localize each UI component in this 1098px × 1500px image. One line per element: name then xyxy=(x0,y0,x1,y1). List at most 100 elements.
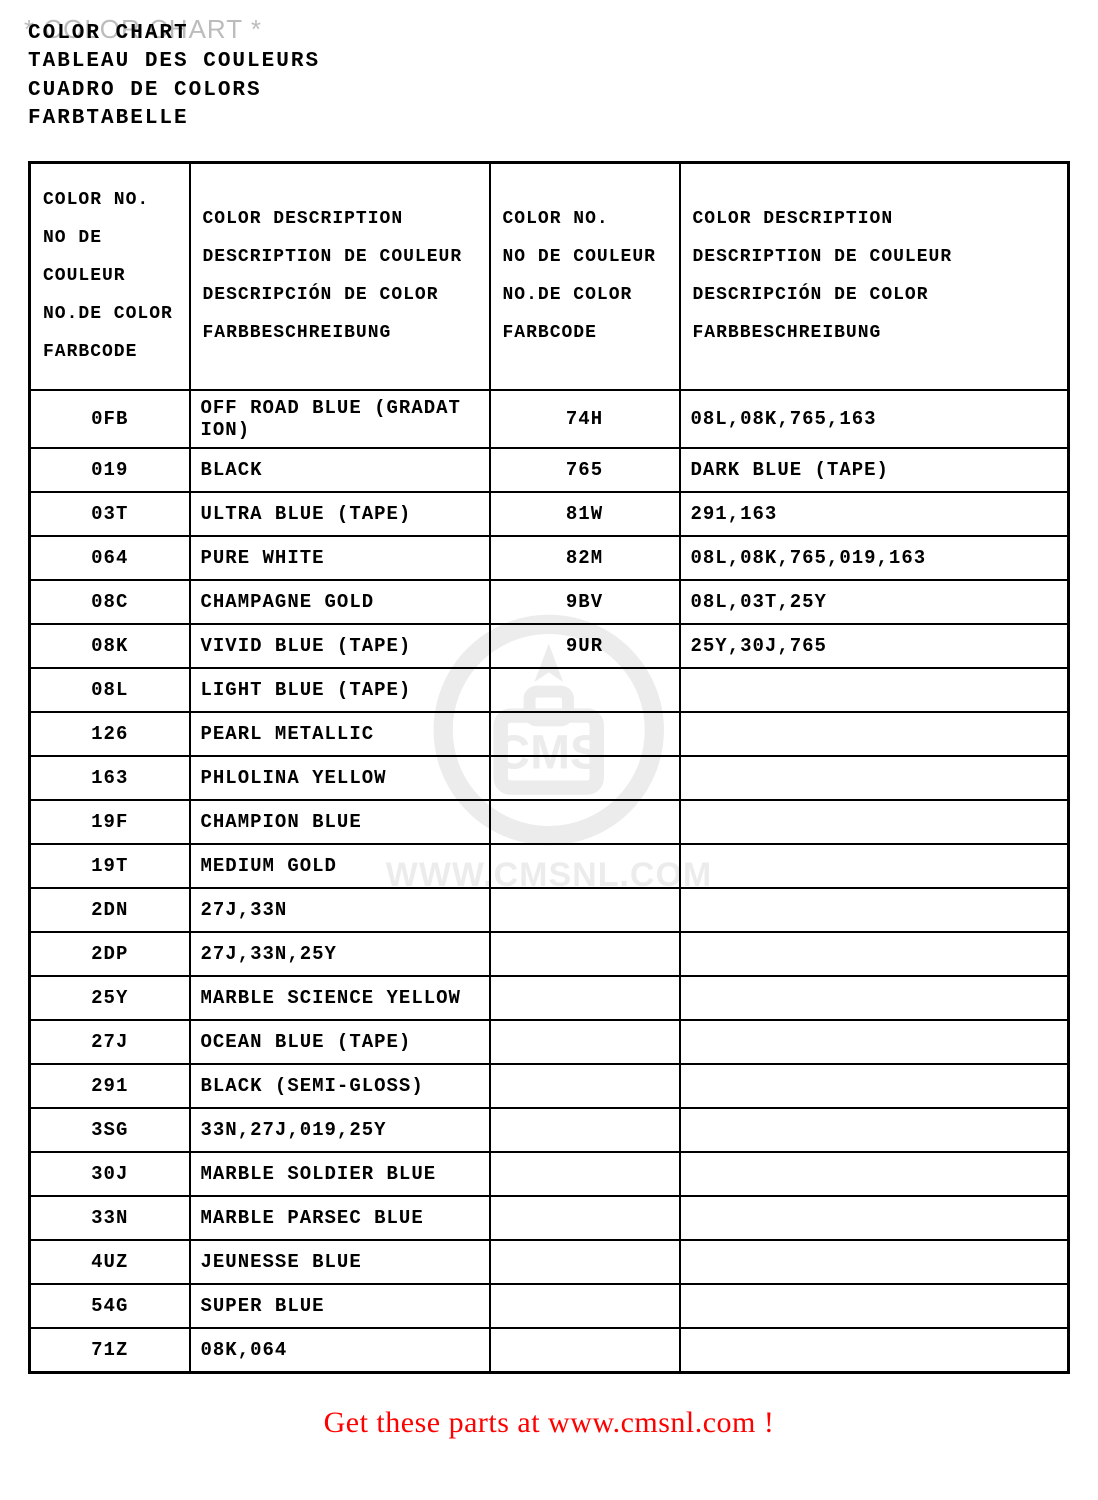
color-desc-right xyxy=(680,1284,1069,1328)
table-row: 064PURE WHITE82M08L,08K,765,019,163 xyxy=(30,536,1069,580)
color-code-right xyxy=(490,1108,680,1152)
table-row: 19TMEDIUM GOLD xyxy=(30,844,1069,888)
color-code-right: 74H xyxy=(490,390,680,448)
color-desc-right xyxy=(680,1196,1069,1240)
color-desc-left: MEDIUM GOLD xyxy=(190,844,490,888)
color-code-right: 765 xyxy=(490,448,680,492)
col-header-code-left: COLOR NO. NO DE COULEUR NO.DE COLOR FARB… xyxy=(30,163,190,390)
color-desc-right xyxy=(680,1064,1069,1108)
footer-promo-text: Get these parts at www.cmsnl.com ! xyxy=(28,1406,1070,1440)
color-desc-right xyxy=(680,1108,1069,1152)
color-desc-right xyxy=(680,1240,1069,1284)
table-row: 291BLACK (SEMI-GLOSS) xyxy=(30,1064,1069,1108)
color-desc-left: PHLOLINA YELLOW xyxy=(190,756,490,800)
col-header-desc-left: COLOR DESCRIPTION DESCRIPTION DE COULEUR… xyxy=(190,163,490,390)
color-desc-right: 25Y,30J,765 xyxy=(680,624,1069,668)
color-code-right xyxy=(490,668,680,712)
color-code-left: 08K xyxy=(30,624,190,668)
color-desc-right xyxy=(680,888,1069,932)
color-code-right xyxy=(490,888,680,932)
color-code-right xyxy=(490,1328,680,1372)
table-row: 33NMARBLE PARSEC BLUE xyxy=(30,1196,1069,1240)
color-desc-left: JEUNESSE BLUE xyxy=(190,1240,490,1284)
color-code-left: 08L xyxy=(30,668,190,712)
color-desc-left: OFF ROAD BLUE (GRADAT ION) xyxy=(190,390,490,448)
table-header-row: COLOR NO. NO DE COULEUR NO.DE COLOR FARB… xyxy=(30,163,1069,390)
color-code-right xyxy=(490,932,680,976)
color-code-left: 25Y xyxy=(30,976,190,1020)
color-code-left: 54G xyxy=(30,1284,190,1328)
color-desc-left: SUPER BLUE xyxy=(190,1284,490,1328)
color-desc-left: 27J,33N xyxy=(190,888,490,932)
color-code-left: 30J xyxy=(30,1152,190,1196)
color-desc-left: PURE WHITE xyxy=(190,536,490,580)
color-code-right: 9BV xyxy=(490,580,680,624)
color-code-left: 27J xyxy=(30,1020,190,1064)
table-row: 019BLACK765DARK BLUE (TAPE) xyxy=(30,448,1069,492)
title-fr: TABLEAU DES COULEURS xyxy=(28,48,1070,76)
table-row: 27JOCEAN BLUE (TAPE) xyxy=(30,1020,1069,1064)
color-desc-left: CHAMPAGNE GOLD xyxy=(190,580,490,624)
col-header-code-right: COLOR NO. NO DE COULEUR NO.DE COLOR FARB… xyxy=(490,163,680,390)
table-row: 4UZJEUNESSE BLUE xyxy=(30,1240,1069,1284)
table-row: 08KVIVID BLUE (TAPE)9UR25Y,30J,765 xyxy=(30,624,1069,668)
table-body: 0FBOFF ROAD BLUE (GRADAT ION)74H08L,08K,… xyxy=(30,390,1069,1372)
table-row: 126PEARL METALLIC xyxy=(30,712,1069,756)
color-code-right: 81W xyxy=(490,492,680,536)
color-desc-right: 08L,03T,25Y xyxy=(680,580,1069,624)
color-code-right xyxy=(490,1152,680,1196)
color-desc-right xyxy=(680,976,1069,1020)
table-row: 30JMARBLE SOLDIER BLUE xyxy=(30,1152,1069,1196)
color-code-right xyxy=(490,1020,680,1064)
color-desc-right xyxy=(680,712,1069,756)
title-en: COLOR CHART xyxy=(28,20,1070,48)
color-code-right xyxy=(490,1284,680,1328)
color-code-left: 03T xyxy=(30,492,190,536)
color-code-right xyxy=(490,800,680,844)
color-desc-left: ULTRA BLUE (TAPE) xyxy=(190,492,490,536)
color-code-left: 126 xyxy=(30,712,190,756)
color-desc-right: 291,163 xyxy=(680,492,1069,536)
color-desc-left: VIVID BLUE (TAPE) xyxy=(190,624,490,668)
color-code-left: 0FB xyxy=(30,390,190,448)
color-desc-left: MARBLE SCIENCE YELLOW xyxy=(190,976,490,1020)
table-row: 54GSUPER BLUE xyxy=(30,1284,1069,1328)
color-chart-table: COLOR NO. NO DE COULEUR NO.DE COLOR FARB… xyxy=(28,161,1070,1373)
color-desc-right xyxy=(680,1020,1069,1064)
color-code-left: 291 xyxy=(30,1064,190,1108)
color-desc-right: DARK BLUE (TAPE) xyxy=(680,448,1069,492)
color-code-left: 08C xyxy=(30,580,190,624)
color-desc-left: BLACK xyxy=(190,448,490,492)
color-code-right xyxy=(490,1240,680,1284)
color-code-right xyxy=(490,976,680,1020)
color-desc-left: OCEAN BLUE (TAPE) xyxy=(190,1020,490,1064)
color-code-right xyxy=(490,844,680,888)
color-code-left: 19F xyxy=(30,800,190,844)
title-de: FARBTABELLE xyxy=(28,105,1070,133)
color-desc-right xyxy=(680,932,1069,976)
color-code-left: 2DP xyxy=(30,932,190,976)
table-row: 19FCHAMPION BLUE xyxy=(30,800,1069,844)
color-desc-left: BLACK (SEMI-GLOSS) xyxy=(190,1064,490,1108)
col-header-desc-right: COLOR DESCRIPTION DESCRIPTION DE COULEUR… xyxy=(680,163,1069,390)
color-desc-right xyxy=(680,844,1069,888)
color-desc-left: 08K,064 xyxy=(190,1328,490,1372)
color-code-right: 82M xyxy=(490,536,680,580)
color-desc-right xyxy=(680,668,1069,712)
color-desc-right xyxy=(680,1328,1069,1372)
color-desc-right: 08L,08K,765,163 xyxy=(680,390,1069,448)
color-desc-left: 33N,27J,019,25Y xyxy=(190,1108,490,1152)
color-code-right xyxy=(490,712,680,756)
color-desc-left: MARBLE PARSEC BLUE xyxy=(190,1196,490,1240)
color-desc-right xyxy=(680,756,1069,800)
color-code-left: 064 xyxy=(30,536,190,580)
table-row: 0FBOFF ROAD BLUE (GRADAT ION)74H08L,08K,… xyxy=(30,390,1069,448)
table-row: 08LLIGHT BLUE (TAPE) xyxy=(30,668,1069,712)
color-desc-left: 27J,33N,25Y xyxy=(190,932,490,976)
color-code-right: 9UR xyxy=(490,624,680,668)
color-code-right xyxy=(490,756,680,800)
table-row: 3SG33N,27J,019,25Y xyxy=(30,1108,1069,1152)
table-row: 25YMARBLE SCIENCE YELLOW xyxy=(30,976,1069,1020)
table-row: 2DP27J,33N,25Y xyxy=(30,932,1069,976)
color-desc-left: CHAMPION BLUE xyxy=(190,800,490,844)
